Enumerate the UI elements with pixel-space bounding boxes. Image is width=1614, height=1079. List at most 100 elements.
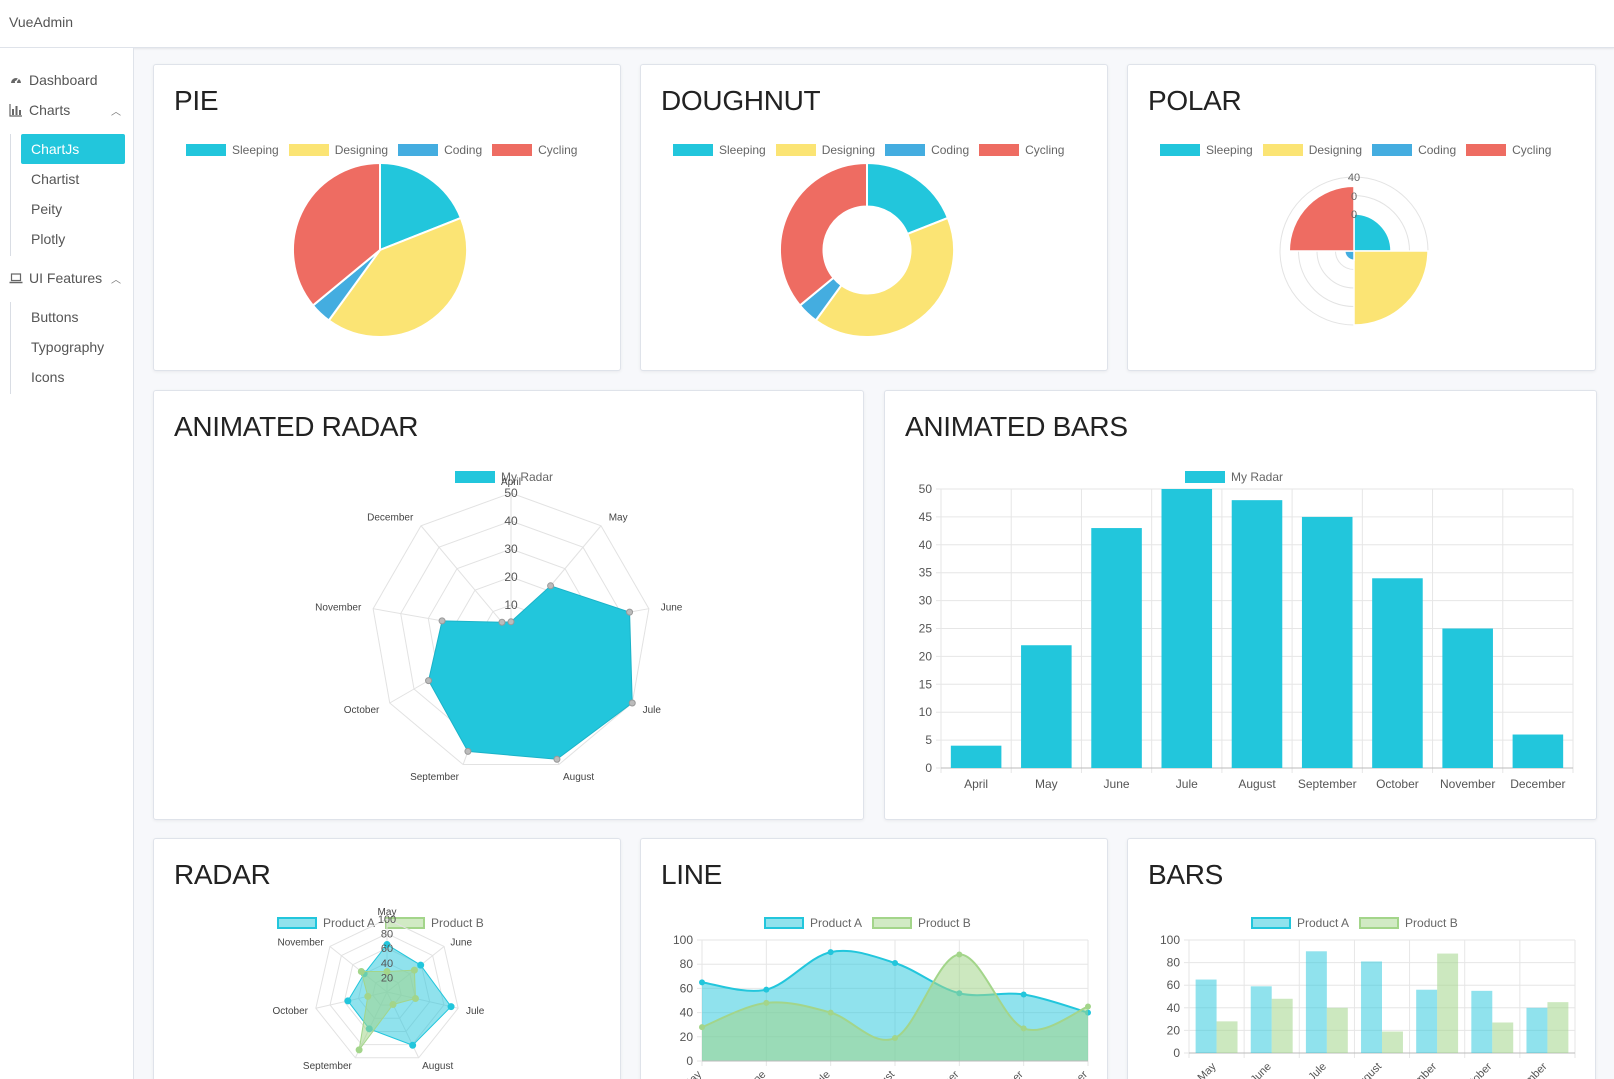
x-tick-label: April <box>964 777 988 791</box>
sidebar-item-ui-features[interactable]: UI Features ︿ <box>9 268 123 288</box>
legend-item[interactable]: Sleeping <box>186 143 279 157</box>
radar-point <box>447 1003 455 1011</box>
pie-chart <box>292 161 468 338</box>
legend-item[interactable]: Coding <box>1372 143 1456 157</box>
sidebar-item-plotly[interactable]: Plotly <box>31 231 66 247</box>
legend-item[interactable]: Cycling <box>1466 143 1551 157</box>
app-brand[interactable]: VueAdmin <box>9 14 74 30</box>
legend-swatch <box>1359 917 1400 929</box>
legend-item[interactable]: My Radar <box>1185 470 1283 484</box>
animated-radar-chart: April May June Jule August September October No… <box>315 477 683 783</box>
legend-item[interactable]: Product B <box>872 916 971 930</box>
radar-axis-label: October <box>272 1006 308 1017</box>
x-tick-label: May <box>1196 1060 1220 1079</box>
sidebar-item-charts[interactable]: Charts ︿ <box>9 100 123 120</box>
x-tick-label: November <box>1440 777 1495 791</box>
legend-item[interactable]: Product B <box>385 916 484 930</box>
legend-swatch <box>455 471 495 483</box>
radar-point <box>498 618 506 626</box>
legend-item[interactable]: Sleeping <box>1160 143 1253 157</box>
sidebar-item-typography[interactable]: Typography <box>31 339 105 355</box>
legend-swatch <box>1262 144 1303 156</box>
sidebar-item-icons[interactable]: Icons <box>31 369 65 385</box>
radar-axis-label: November <box>315 603 362 614</box>
radar-point <box>409 1041 417 1049</box>
legend-label: Cycling <box>1025 143 1065 157</box>
legend-item[interactable]: My Radar <box>455 470 553 484</box>
legend-label: Coding <box>931 143 970 157</box>
y-tick-label: 0 <box>925 761 932 775</box>
y-tick-label: 100 <box>1160 933 1180 947</box>
legend-item[interactable]: Designing <box>288 143 389 157</box>
legend-item[interactable]: Designing <box>775 143 876 157</box>
y-tick-label: 30 <box>919 594 933 608</box>
legend: Sleeping Designing Coding Cycling <box>186 143 577 157</box>
radar-point <box>364 992 372 1000</box>
ui-features-submenu: Buttons Typography Icons <box>10 302 104 394</box>
legend-item[interactable]: Designing <box>1262 143 1362 157</box>
legend-item[interactable]: Product A <box>1251 916 1349 930</box>
radar-point <box>417 961 425 969</box>
legend-item[interactable]: Product A <box>764 916 862 930</box>
legend-label: Product B <box>431 916 484 930</box>
y-tick-label: 20 <box>1167 1023 1181 1037</box>
line-series-area <box>702 954 1088 1061</box>
bar <box>1526 1007 1548 1053</box>
radar-point <box>507 618 515 626</box>
radar-axis-label: Jule <box>466 1006 485 1017</box>
sidebar-item-peity[interactable]: Peity <box>31 201 63 217</box>
legend-item[interactable]: Coding <box>398 143 482 157</box>
legend-swatch <box>492 144 533 156</box>
legend: Product A Product B <box>1251 916 1458 930</box>
line-point <box>763 999 770 1006</box>
y-tick-label: 45 <box>919 510 933 524</box>
legend-label: Designing <box>334 143 389 157</box>
sidebar-item-chartist[interactable]: Chartist <box>31 171 80 187</box>
legend-label: Designing <box>821 143 876 157</box>
sidebar-item-dashboard[interactable]: Dashboard <box>9 70 98 90</box>
legend-item[interactable]: Coding <box>885 143 969 157</box>
polar-chart: 40 0 0 <box>1279 172 1429 326</box>
legend-swatch <box>277 917 317 929</box>
radar-axis-label: June <box>661 603 683 614</box>
legend-swatch <box>1185 471 1225 483</box>
legend-label: Coding <box>1418 143 1457 157</box>
radar-point <box>464 747 472 755</box>
card-title: RADAR <box>174 859 271 890</box>
radar-tick-label: 60 <box>381 943 393 955</box>
bar <box>1305 951 1327 1053</box>
line-point <box>699 979 705 986</box>
line-point <box>1020 1025 1027 1032</box>
legend-item[interactable]: Sleeping <box>673 143 766 157</box>
x-tick-label: October <box>1458 1060 1494 1079</box>
line-point <box>892 959 898 966</box>
legend-swatch <box>872 917 913 929</box>
radar-point <box>425 677 433 685</box>
legend-swatch <box>186 144 226 156</box>
sidebar-item-chartjs[interactable]: ChartJs <box>21 134 125 164</box>
card-title: POLAR <box>1148 85 1242 116</box>
bar <box>1326 1007 1348 1053</box>
legend-label: Product A <box>1297 916 1350 930</box>
sidebar-item-buttons[interactable]: Buttons <box>31 309 79 325</box>
legend-swatch <box>288 144 329 156</box>
legend-item[interactable]: Product A <box>277 916 375 930</box>
radar-axis-label: June <box>450 937 472 948</box>
bars-chart: 0 20 40 60 80 100 May June Jule August September Oc… <box>1160 933 1576 1079</box>
x-tick-label: November <box>1505 1060 1550 1079</box>
radar-point <box>411 994 419 1002</box>
line-point <box>1085 1003 1091 1010</box>
bar <box>1372 578 1423 768</box>
legend-swatch <box>764 917 804 929</box>
radar-point <box>553 755 561 763</box>
laptop-icon <box>9 273 23 284</box>
radar-tick-label: 30 <box>504 542 518 556</box>
legend-swatch <box>1251 917 1291 929</box>
legend-item[interactable]: Product B <box>1359 916 1458 930</box>
bar <box>1442 628 1493 768</box>
legend-item[interactable]: Cycling <box>979 143 1064 157</box>
legend: Product A Product B <box>277 916 484 930</box>
radar-axis-label: May <box>378 907 397 918</box>
legend-item[interactable]: Cycling <box>492 143 577 157</box>
polar-segment <box>1353 250 1429 326</box>
